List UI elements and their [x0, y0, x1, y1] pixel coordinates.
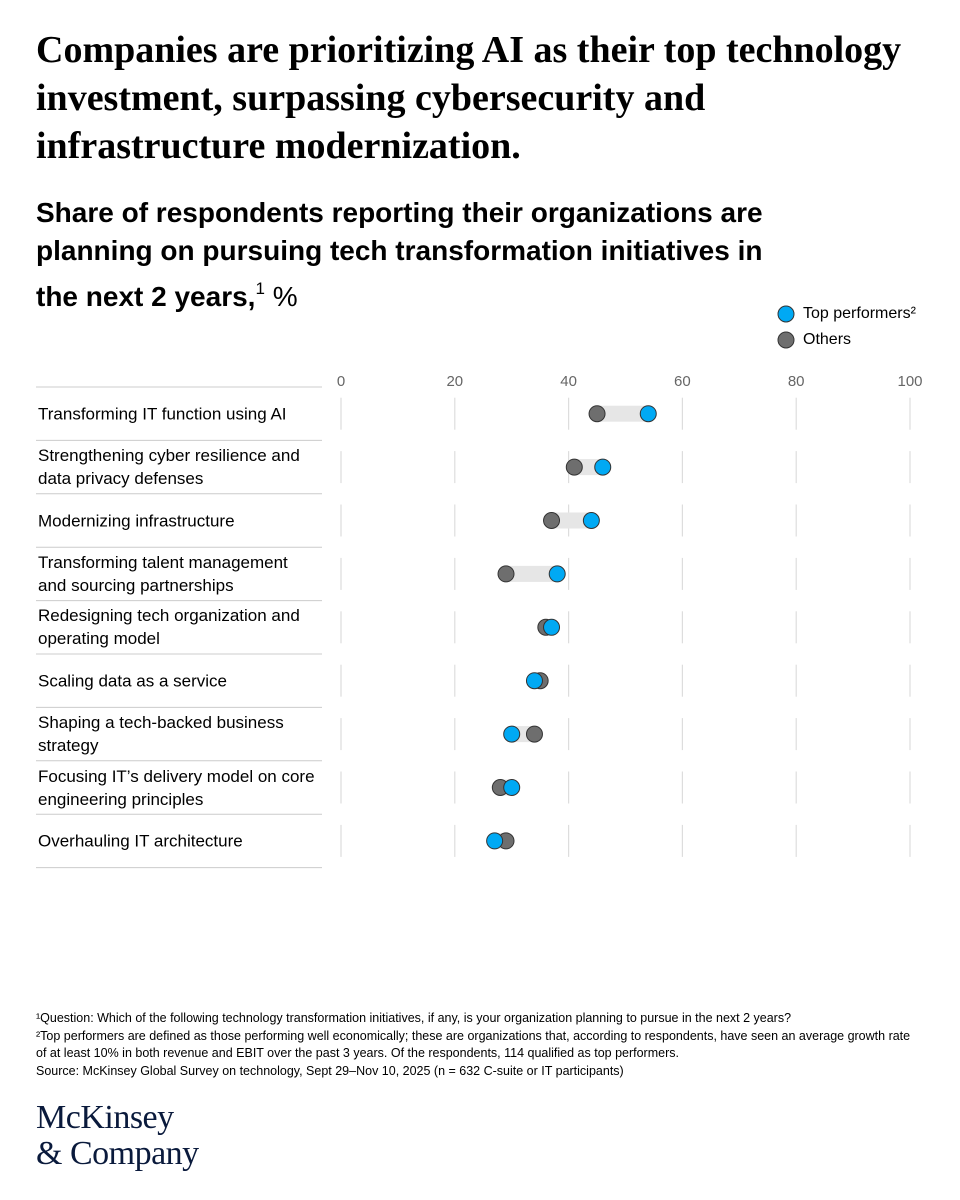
title: Companies are prioritizing AI as their t… — [36, 29, 902, 167]
footnote: ²Top performers are defined as those per… — [36, 1028, 911, 1061]
legend-swatch — [777, 331, 795, 349]
connector — [551, 512, 592, 529]
logo-line: McKinsey — [36, 1099, 174, 1136]
dot — [594, 458, 612, 476]
x-tick-label: 100 — [897, 373, 922, 390]
dot — [486, 832, 504, 850]
connector — [597, 405, 649, 422]
legend-label: Others — [803, 331, 852, 348]
dot — [543, 512, 561, 529]
dot — [503, 779, 521, 796]
dot — [588, 405, 606, 423]
dot — [497, 565, 515, 583]
legend-label: Top performers² — [803, 305, 916, 322]
connector — [506, 565, 558, 582]
x-tick-label: 80 — [788, 373, 805, 390]
x-tick-label: 40 — [560, 373, 577, 390]
category-label: Focusing IT’s delivery model on core eng… — [38, 766, 315, 809]
dot — [582, 512, 600, 529]
logo-line: & Company — [36, 1135, 199, 1172]
dot — [503, 725, 521, 743]
unit: % — [272, 281, 298, 312]
category-label: Redesigning tech organization and operat… — [38, 606, 300, 649]
x-tick-label: 20 — [446, 373, 463, 390]
dot — [543, 618, 561, 636]
dot — [565, 458, 583, 476]
subtitle-text: Share of respondents reporting their org… — [36, 197, 763, 312]
category-label: Strengthening cyber resilience and data … — [38, 446, 300, 489]
legend-swatch — [777, 305, 795, 323]
footnote: ¹Question: Which of the following techno… — [36, 1011, 792, 1025]
dot — [525, 725, 543, 743]
category-label: Overhauling IT architecture — [38, 831, 243, 851]
logo: McKinsey & Company — [36, 1100, 199, 1172]
category-label: Transforming IT function using AI — [38, 404, 287, 424]
category-label: Modernizing infrastructure — [38, 511, 235, 530]
dot — [525, 672, 543, 690]
x-tick-label: 60 — [674, 373, 691, 390]
dot — [639, 405, 657, 423]
category-label: Shaping a tech-backed business strategy — [38, 713, 284, 756]
footnote: Source: McKinsey Global Survey on techno… — [36, 1063, 624, 1078]
dot — [548, 565, 566, 583]
footnotes: ¹Question: Which of the following techno… — [32, 1010, 912, 1080]
category-label: Scaling data as a service — [38, 671, 227, 691]
footnote-marker: 1 — [255, 279, 265, 298]
x-tick-label: 0 — [337, 373, 345, 390]
subtitle: Share of respondents reporting their org… — [36, 194, 796, 316]
category-label: Transforming talent management and sourc… — [38, 552, 288, 595]
